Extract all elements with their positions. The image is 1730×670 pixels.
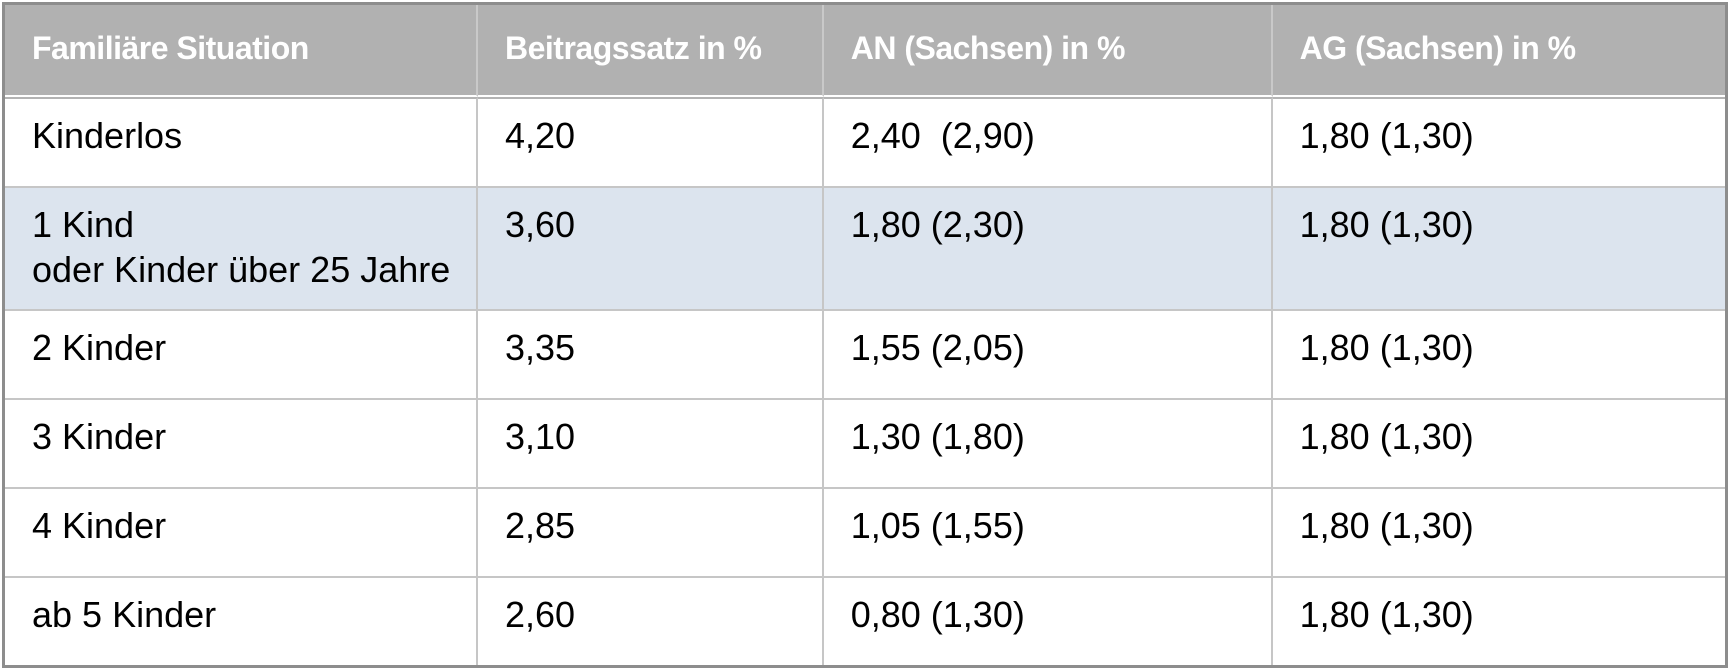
table-row: 1 Kind oder Kinder über 25 Jahre 3,60 1,…	[5, 186, 1725, 309]
column-header-beitragssatz: Beitragssatz in %	[478, 5, 824, 97]
cell-familiaere-situation: 4 Kinder	[5, 487, 478, 576]
cell-ag-sachsen: 1,80 (1,30)	[1272, 97, 1725, 186]
table-row: 3 Kinder 3,10 1,30 (1,80) 1,80 (1,30)	[5, 398, 1725, 487]
cell-ag-sachsen: 1,80 (1,30)	[1272, 487, 1725, 576]
cell-ag-sachsen: 1,80 (1,30)	[1272, 398, 1725, 487]
table-row: ab 5 Kinder 2,60 0,80 (1,30) 1,80 (1,30)	[5, 576, 1725, 665]
cell-beitragssatz: 2,85	[478, 487, 824, 576]
cell-beitragssatz: 3,10	[478, 398, 824, 487]
cell-an-sachsen: 1,80 (2,30)	[823, 186, 1273, 309]
table-row: 4 Kinder 2,85 1,05 (1,55) 1,80 (1,30)	[5, 487, 1725, 576]
cell-beitragssatz: 3,35	[478, 309, 824, 398]
cell-an-sachsen: 0,80 (1,30)	[823, 576, 1273, 665]
table-header-row: Familiäre Situation Beitragssatz in % AN…	[5, 5, 1725, 97]
cell-beitragssatz: 4,20	[478, 97, 824, 186]
cell-an-sachsen: 2,40 (2,90)	[823, 97, 1273, 186]
column-header-familiaere-situation: Familiäre Situation	[5, 5, 478, 97]
cell-familiaere-situation: 3 Kinder	[5, 398, 478, 487]
cell-beitragssatz: 2,60	[478, 576, 824, 665]
cell-an-sachsen: 1,55 (2,05)	[823, 309, 1273, 398]
cell-ag-sachsen: 1,80 (1,30)	[1272, 576, 1725, 665]
cell-ag-sachsen: 1,80 (1,30)	[1272, 309, 1725, 398]
cell-beitragssatz: 3,60	[478, 186, 824, 309]
cell-an-sachsen: 1,30 (1,80)	[823, 398, 1273, 487]
table-row: 2 Kinder 3,35 1,55 (2,05) 1,80 (1,30)	[5, 309, 1725, 398]
table-body: Kinderlos 4,20 2,40 (2,90) 1,80 (1,30) 1…	[5, 97, 1725, 665]
column-header-ag-sachsen: AG (Sachsen) in %	[1272, 5, 1725, 97]
table-row: Kinderlos 4,20 2,40 (2,90) 1,80 (1,30)	[5, 97, 1725, 186]
cell-an-sachsen: 1,05 (1,55)	[823, 487, 1273, 576]
cell-familiaere-situation: Kinderlos	[5, 97, 478, 186]
column-header-an-sachsen: AN (Sachsen) in %	[823, 5, 1273, 97]
cell-familiaere-situation: 2 Kinder	[5, 309, 478, 398]
cell-ag-sachsen: 1,80 (1,30)	[1272, 186, 1725, 309]
cell-familiaere-situation: 1 Kind oder Kinder über 25 Jahre	[5, 186, 478, 309]
cell-familiaere-situation: ab 5 Kinder	[5, 576, 478, 665]
